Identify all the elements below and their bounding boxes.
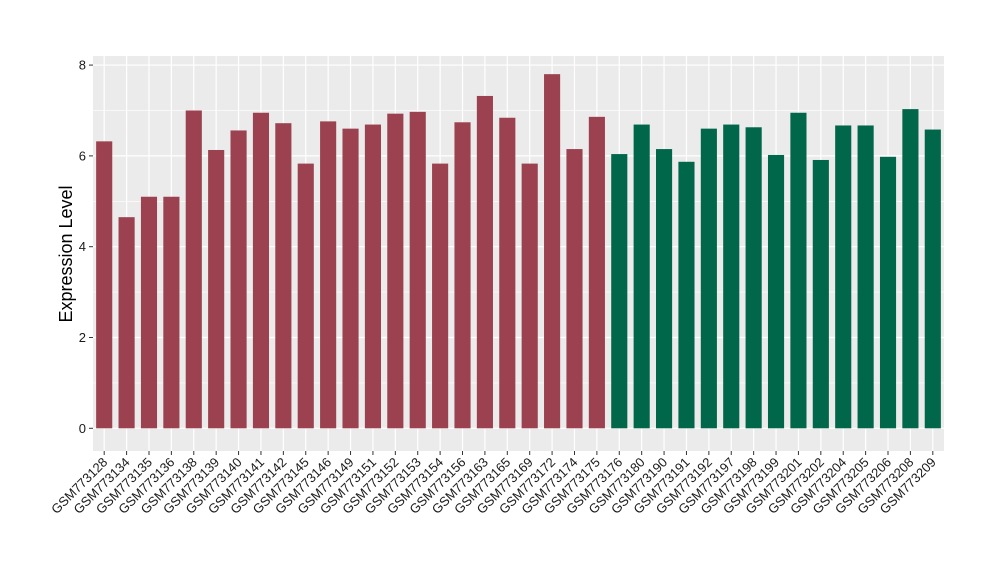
bar-GSM773138 (185, 110, 202, 429)
bar-GSM773169 (521, 163, 538, 429)
bar-GSM773149 (342, 128, 359, 429)
bar-GSM773192 (700, 128, 717, 429)
bar-GSM773128 (96, 141, 113, 429)
bar-GSM773154 (432, 163, 449, 429)
y-axis: 0 2 4 6 8 (79, 58, 93, 436)
bar-GSM773191 (678, 161, 695, 429)
bar-GSM773199 (767, 154, 785, 429)
bar-GSM773139 (208, 149, 225, 429)
y-tick-label: 8 (79, 58, 86, 73)
bar-GSM773153 (409, 111, 426, 429)
bar-GSM773202 (812, 159, 829, 429)
bar-GSM773146 (320, 121, 337, 429)
bar-GSM773165 (499, 117, 516, 429)
bar-GSM773175 (588, 116, 605, 429)
bar-GSM773205 (857, 125, 874, 429)
y-tick-label: 2 (79, 330, 86, 345)
y-tick-label: 4 (79, 239, 86, 254)
bar-GSM773204 (835, 125, 852, 429)
bar-GSM773134 (118, 217, 135, 429)
bar-GSM773163 (476, 95, 493, 429)
bar-GSM773209 (924, 129, 941, 429)
bar-GSM773135 (140, 196, 158, 429)
bar-GSM773140 (230, 130, 247, 429)
bar-GSM773176 (611, 154, 628, 429)
bar-GSM773142 (275, 123, 292, 429)
y-axis-title: Expression Level (56, 185, 76, 322)
bar-GSM773208 (902, 109, 919, 429)
x-axis: GSM773128GSM773134GSM773135GSM773136GSM7… (48, 451, 939, 517)
bars (96, 74, 941, 429)
bar-GSM773190 (656, 149, 673, 429)
bar-GSM773172 (544, 74, 561, 429)
y-tick-label: 0 (79, 421, 86, 436)
bar-GSM773156 (454, 122, 471, 429)
bar-GSM773201 (790, 112, 807, 429)
bar-GSM773152 (387, 113, 404, 429)
bar-GSM773206 (879, 156, 897, 429)
bar-GSM773174 (566, 149, 583, 429)
bar-GSM773141 (252, 112, 270, 429)
bar-GSM773198 (745, 127, 762, 429)
y-tick-label: 6 (79, 148, 86, 163)
bar-GSM773136 (163, 196, 180, 429)
bar-GSM773145 (297, 163, 314, 429)
bar-GSM773151 (364, 124, 381, 429)
bar-GSM773180 (633, 124, 650, 429)
bar-GSM773197 (723, 124, 740, 429)
